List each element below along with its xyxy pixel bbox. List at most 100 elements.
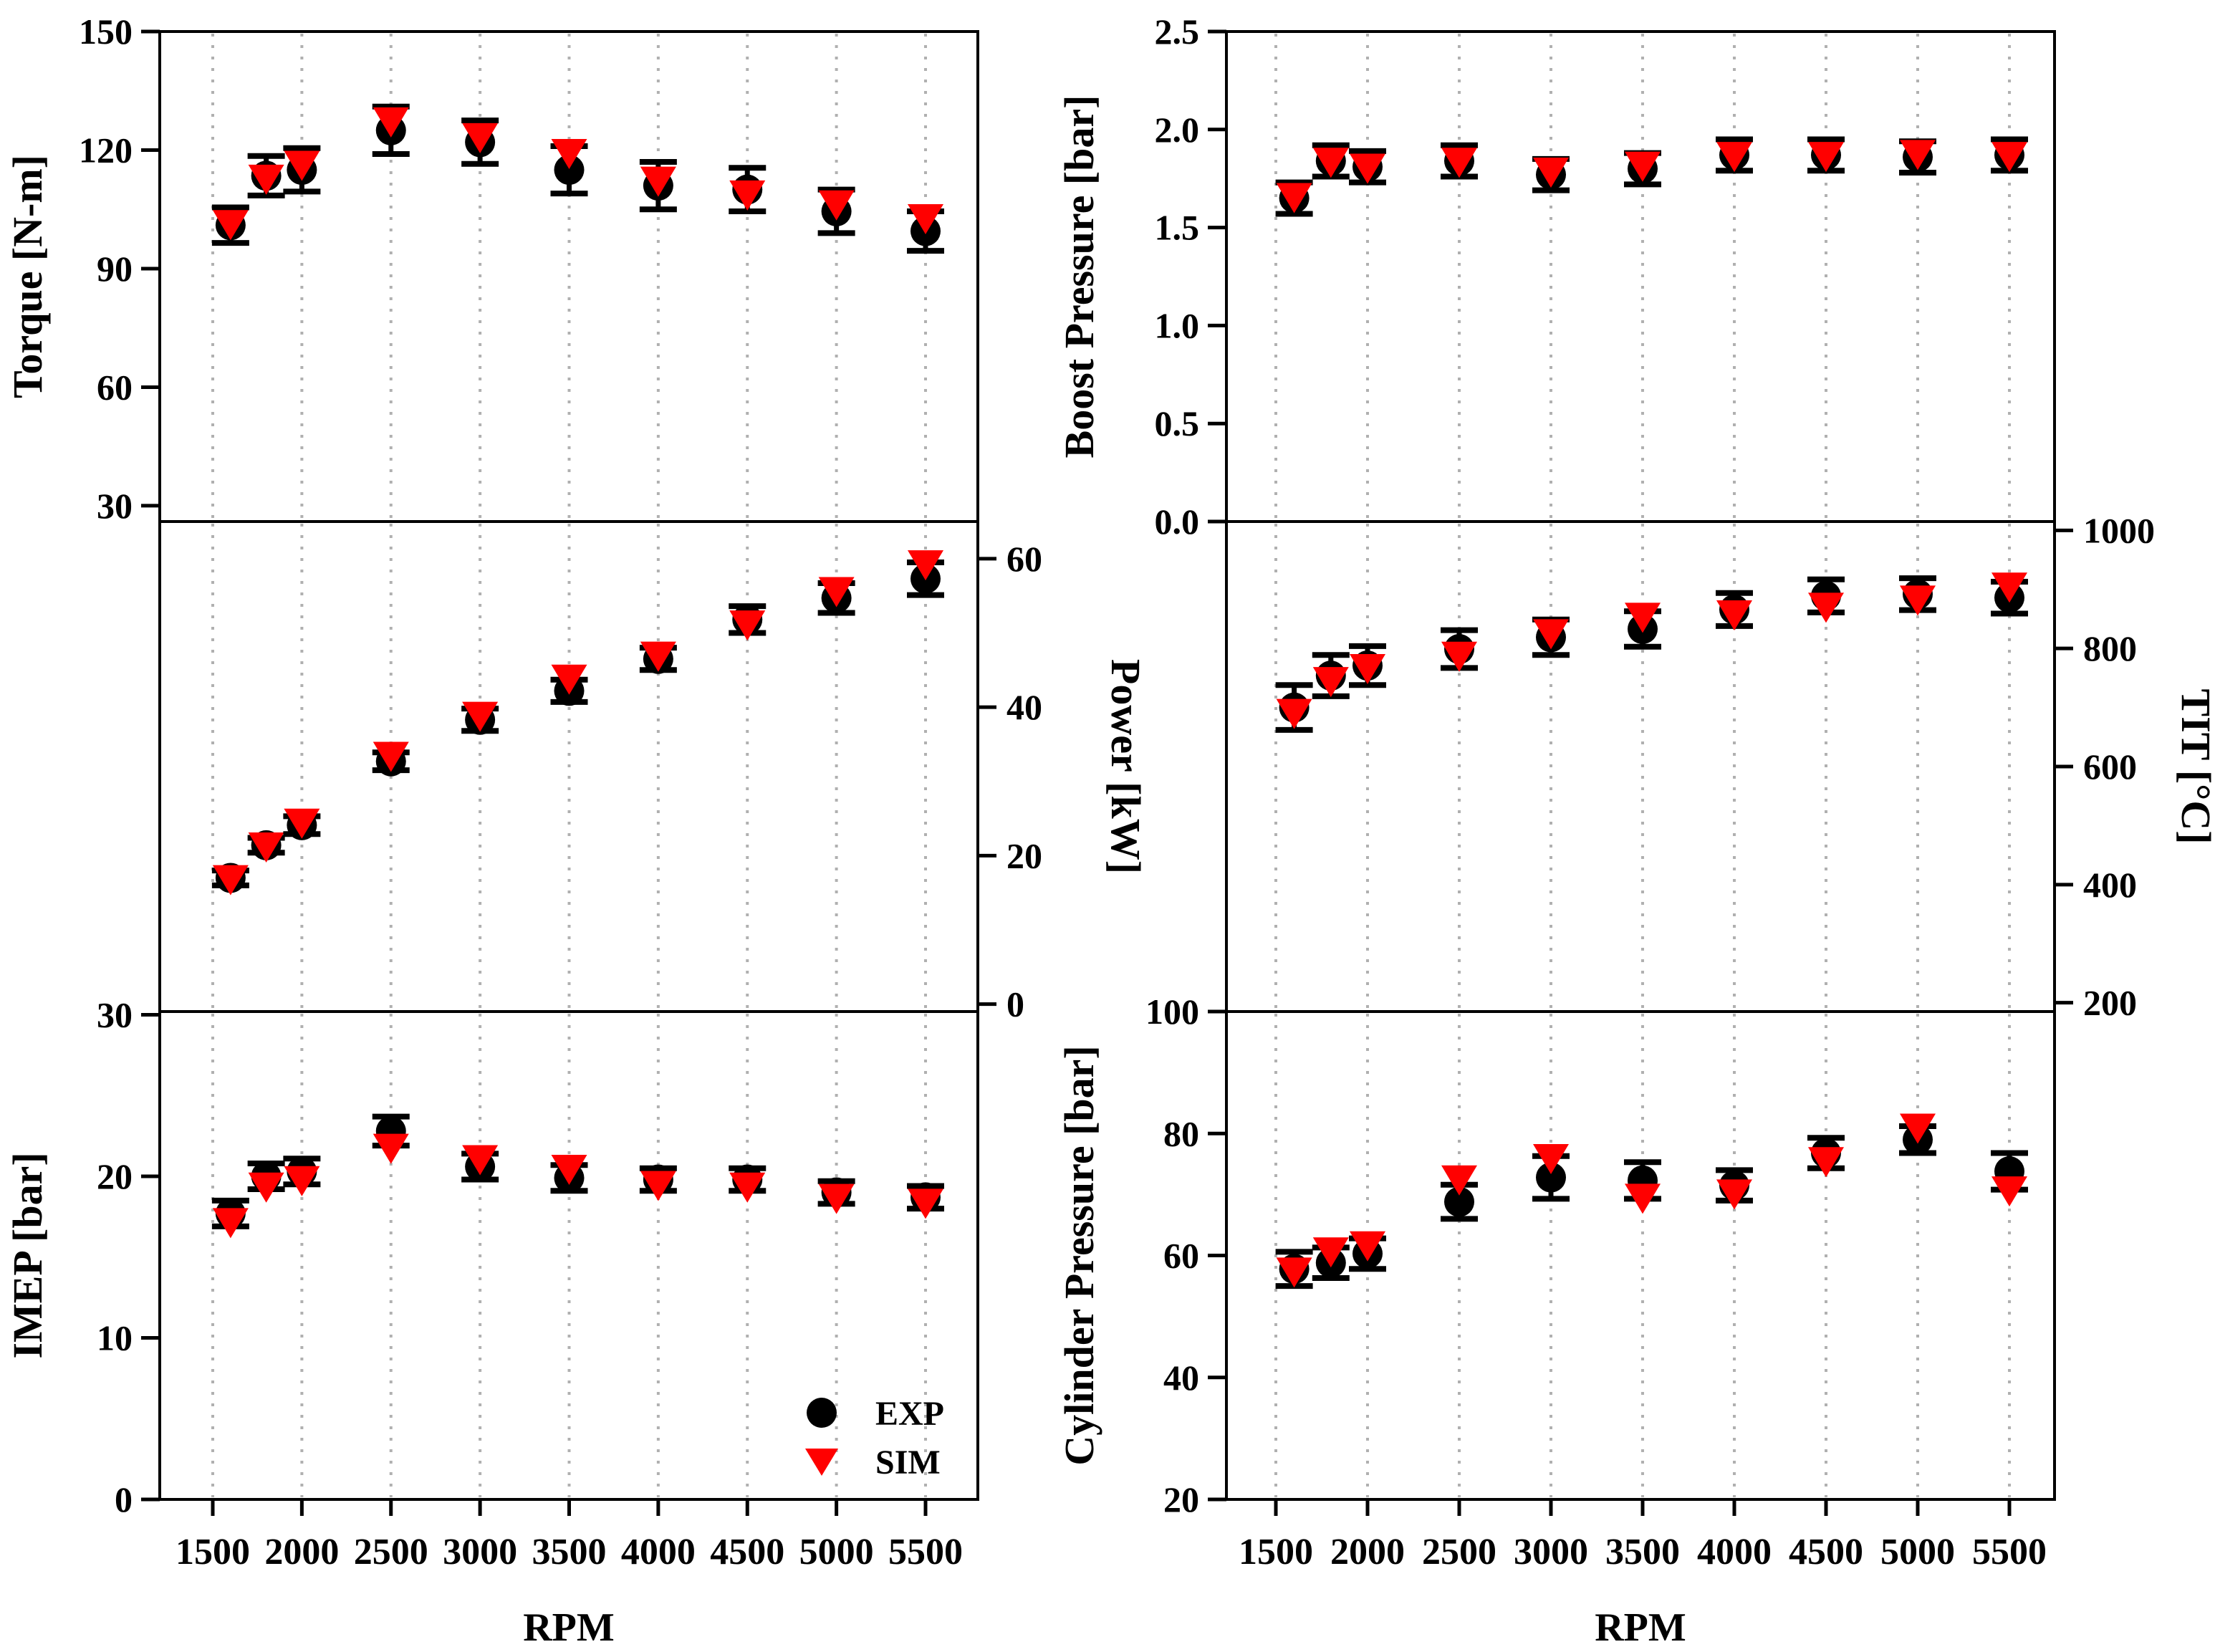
y-tick-label: 90 [97,249,133,289]
axis-title-torque: Torque [N-m] [4,155,51,398]
sim-marker [462,701,499,732]
axis-title-imep: IMEP [bar] [4,1152,51,1358]
sim-marker [1533,619,1569,650]
x-tick-label: 5000 [1880,1532,1955,1572]
sim-marker [1350,1231,1385,1262]
sim-marker [284,1166,320,1196]
sim-marker [1533,157,1569,188]
x-tick-label: 4000 [621,1532,696,1572]
y-tick-label: 20 [1006,835,1042,875]
sim-marker [551,139,587,169]
sim-marker [373,741,409,772]
y-tick-label: 0 [115,1479,133,1519]
sim-marker [462,1145,499,1176]
sim-marker [248,832,284,863]
sim-marker [908,550,943,581]
sim-marker [551,664,587,695]
x-tick-label: 2500 [1422,1532,1496,1572]
sim-marker [1441,148,1477,178]
legend-exp-label: EXP [875,1395,944,1433]
legend-sim-label: SIM [875,1444,941,1481]
sim-marker [1716,142,1752,173]
sim-marker [1312,148,1349,178]
y-tick-label: 0.5 [1155,403,1200,443]
sim-marker [1991,572,2027,603]
sim-marker [1900,585,1936,616]
x-axis-title-rpm: RPM [1595,1605,1686,1648]
y-tick-label: 30 [97,486,133,526]
sim-marker [1276,183,1312,213]
sim-marker [1350,153,1385,184]
x-tick-label: 3500 [1605,1532,1680,1572]
sim-marker [1991,142,2027,173]
x-axis-title-rpm: RPM [523,1605,615,1648]
sim-marker [373,107,409,138]
y-tick-label: 0 [1006,984,1024,1024]
y-tick-label: 40 [1163,1358,1199,1398]
x-tick-label: 3000 [1514,1532,1588,1572]
sim-marker [1716,1179,1752,1210]
exp-marker [1536,1162,1566,1193]
sim-marker [373,1133,409,1164]
sim-marker [908,204,943,235]
sim-marker [462,123,499,153]
sim-marker [1625,151,1661,182]
x-tick-label: 2000 [1330,1532,1405,1572]
sim-marker [248,1172,284,1203]
sim-marker [908,1188,943,1219]
y-tick-label: 400 [2083,865,2137,905]
x-tick-label: 4500 [1789,1532,1863,1572]
sim-marker [248,164,284,195]
sim-marker [729,180,766,211]
sim-marker [818,577,855,608]
sim-marker [1276,1257,1312,1288]
y-tick-label: 40 [1006,687,1042,727]
legend-exp-marker [807,1398,837,1428]
y-tick-label: 1000 [2083,510,2155,550]
y-tick-label: 60 [1006,539,1042,579]
x-tick-label: 5000 [799,1532,874,1572]
sim-marker [1991,1176,2027,1207]
sim-marker [1441,1165,1477,1196]
y-tick-label: 20 [1163,1479,1199,1519]
y-tick-label: 600 [2083,746,2137,787]
y-tick-label: 30 [97,995,133,1035]
y-tick-label: 120 [79,130,133,170]
sim-marker [1312,667,1349,698]
sim-marker [1808,1147,1844,1178]
y-tick-label: 60 [97,367,133,407]
sim-marker [284,808,320,839]
y-tick-label: 2.0 [1155,110,1200,150]
y-tick-label: 800 [2083,628,2137,668]
sim-marker [640,166,676,197]
sim-marker [1533,1144,1569,1175]
sim-marker [640,1171,676,1201]
x-tick-label: 1500 [1239,1532,1313,1572]
sim-marker [1808,142,1844,173]
sim-marker [1900,1113,1936,1144]
y-tick-label: 10 [97,1318,133,1358]
sim-marker [1716,600,1752,631]
y-tick-label: 200 [2083,983,2137,1023]
x-tick-label: 2000 [264,1532,339,1572]
y-tick-label: 2.5 [1155,11,1200,52]
axis-title-tit: TIT [°C] [2173,688,2215,844]
y-tick-label: 0.0 [1155,501,1200,542]
sim-marker [1312,1237,1349,1268]
x-tick-label: 3000 [443,1532,517,1572]
sim-marker [212,1208,249,1239]
sim-marker [818,190,855,221]
sim-marker [1350,654,1385,685]
axis-title-power: Power [kW] [1102,659,1149,874]
exp-marker [554,155,585,186]
y-tick-label: 1.5 [1155,208,1200,248]
x-tick-label: 4000 [1697,1532,1772,1572]
y-tick-label: 100 [1145,991,1199,1032]
exp-marker [1444,1186,1474,1217]
sim-marker [640,641,676,672]
sim-marker [1625,602,1661,633]
x-tick-label: 1500 [176,1532,250,1572]
